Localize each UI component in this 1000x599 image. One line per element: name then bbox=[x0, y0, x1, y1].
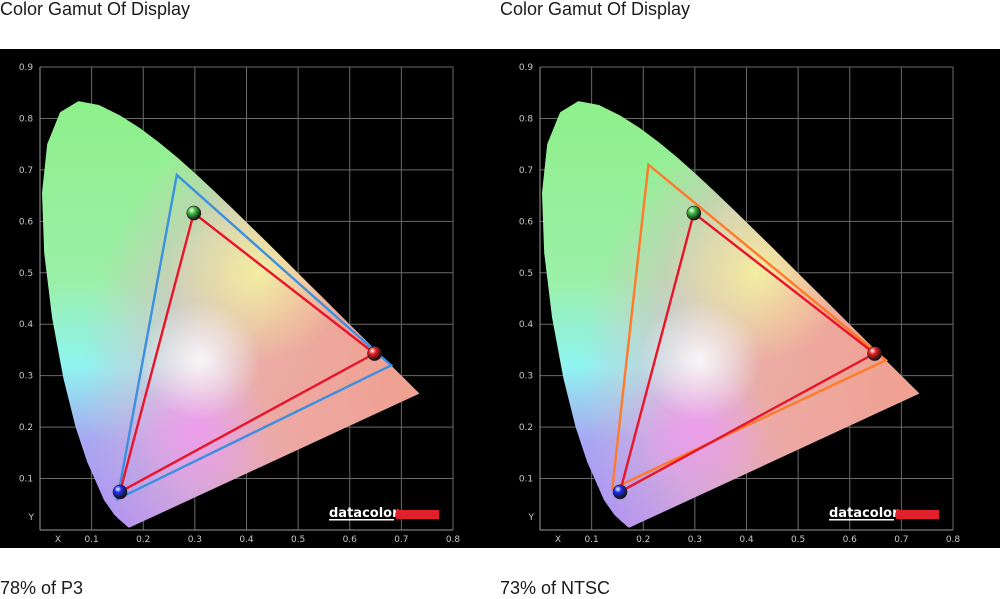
x-tick-label: 0.3 bbox=[688, 535, 702, 545]
reference-gamut-triangle bbox=[610, 162, 889, 491]
brand-text: datacolor bbox=[329, 506, 399, 521]
y-tick-label: 0.4 bbox=[19, 320, 34, 330]
datacolor-logo: datacolor bbox=[329, 506, 439, 521]
reference-gamut-triangle bbox=[115, 172, 394, 502]
datacolor-logo: datacolor bbox=[829, 506, 939, 521]
display-gamut-triangle bbox=[618, 211, 877, 495]
y-tick-label: 0.6 bbox=[519, 217, 534, 227]
x-tick-label: 0.6 bbox=[843, 535, 858, 545]
x-tick-label: 0.3 bbox=[188, 535, 202, 545]
x-tick-label: 0.8 bbox=[446, 535, 461, 545]
x-tick-label: 0.6 bbox=[343, 535, 358, 545]
y-tick-label: 0.1 bbox=[19, 475, 33, 485]
y-tick-label: 0.3 bbox=[519, 372, 533, 382]
x-tick-label: 0.7 bbox=[394, 535, 408, 545]
gamut-chart: 0.1 0.2 0.3 0.4 0.5 0.6 0.7 0.8 0.1 0.2 0.3 0.4 0.5 0… bbox=[0, 49, 500, 548]
x-tick-label: 0.1 bbox=[584, 535, 598, 545]
chart-title: Color Gamut Of Display bbox=[0, 0, 191, 19]
x-tick-label: 0.5 bbox=[791, 535, 805, 545]
y-tick-label: 0.2 bbox=[519, 423, 533, 433]
brand-text: datacolor bbox=[829, 506, 899, 521]
chromaticity-region bbox=[542, 101, 920, 528]
y-tick-label: 0.8 bbox=[19, 114, 34, 124]
gamut-chart: 0.1 0.2 0.3 0.4 0.5 0.6 0.7 0.8 0.1 0.2 0.3 0.4 0.5 0… bbox=[500, 49, 1000, 548]
y-tick-label: 0.5 bbox=[19, 269, 33, 279]
gamut-panel-right: Color Gamut Of Display 0.1 0.2 0.3 0.4 0.5 0.… bbox=[500, 0, 1000, 598]
x-tick-label: 0.1 bbox=[84, 535, 98, 545]
gamut-caption: 73% of NTSC bbox=[500, 578, 611, 598]
x-tick-label: 0.2 bbox=[136, 535, 150, 545]
green-primary-marker bbox=[686, 205, 702, 221]
x-tick-label: 0.4 bbox=[239, 535, 254, 545]
y-tick-label: 0.1 bbox=[519, 475, 533, 485]
gamut-chart-svg: 0.1 0.2 0.3 0.4 0.5 0.6 0.7 0.8 0.1 0.2 0.3 0.4 0.5 0… bbox=[19, 63, 461, 545]
x-axis-label: X bbox=[55, 535, 61, 545]
y-tick-label: 0.3 bbox=[19, 372, 33, 382]
gamut-panel-left: Color Gamut Of Display 0.1 0.2 0.3 0.4 0.5 0.… bbox=[0, 0, 500, 598]
display-gamut-triangle bbox=[118, 211, 377, 495]
y-axis-label: Y bbox=[28, 513, 35, 523]
x-tick-label: 0.5 bbox=[291, 535, 305, 545]
blue-primary-marker bbox=[112, 484, 128, 500]
gamut-caption: 78% of P3 bbox=[0, 578, 84, 598]
blue-primary-marker bbox=[612, 484, 628, 500]
y-tick-label: 0.6 bbox=[19, 217, 34, 227]
red-primary-marker bbox=[867, 346, 882, 361]
x-tick-label: 0.4 bbox=[739, 535, 754, 545]
green-primary-marker bbox=[186, 205, 202, 221]
x-tick-label: 0.7 bbox=[894, 535, 908, 545]
y-tick-label: 0.9 bbox=[19, 63, 34, 73]
y-tick-label: 0.7 bbox=[19, 166, 33, 176]
x-tick-label: 0.2 bbox=[636, 535, 650, 545]
y-tick-label: 0.7 bbox=[519, 166, 533, 176]
y-tick-label: 0.2 bbox=[19, 423, 33, 433]
x-tick-label: 0.8 bbox=[946, 535, 961, 545]
red-primary-marker bbox=[367, 346, 382, 361]
y-tick-label: 0.4 bbox=[519, 320, 534, 330]
y-tick-label: 0.9 bbox=[519, 63, 534, 73]
gamut-chart-svg: 0.1 0.2 0.3 0.4 0.5 0.6 0.7 0.8 0.1 0.2 0.3 0.4 0.5 0… bbox=[519, 63, 961, 545]
y-axis-label: Y bbox=[528, 513, 535, 523]
x-axis-label: X bbox=[555, 535, 561, 545]
y-tick-label: 0.5 bbox=[519, 269, 533, 279]
y-tick-label: 0.8 bbox=[519, 114, 534, 124]
chart-title: Color Gamut Of Display bbox=[500, 0, 691, 19]
chromaticity-region bbox=[42, 101, 420, 528]
